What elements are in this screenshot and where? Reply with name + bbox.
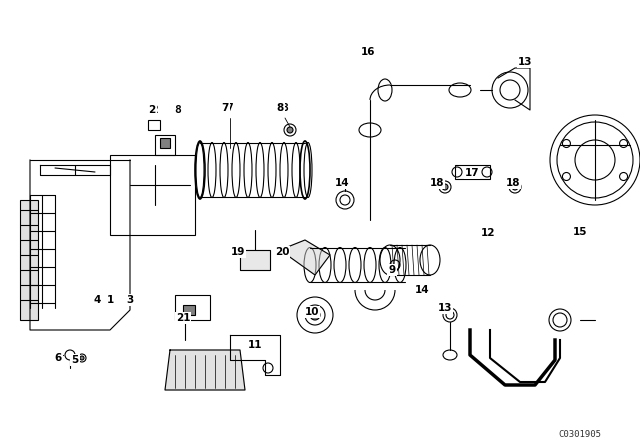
- Text: 3: 3: [126, 295, 134, 305]
- Text: 9: 9: [388, 265, 396, 275]
- Bar: [155, 135, 175, 155]
- Text: 20: 20: [275, 247, 289, 257]
- Bar: [110, 155, 195, 235]
- Circle shape: [287, 127, 293, 133]
- Text: 13: 13: [518, 57, 532, 67]
- Bar: [160, 138, 170, 148]
- Bar: [148, 120, 160, 130]
- Text: 1: 1: [106, 295, 114, 305]
- Text: 2: 2: [148, 105, 156, 115]
- Bar: [20, 200, 38, 320]
- Text: 12: 12: [481, 228, 495, 238]
- Circle shape: [310, 310, 320, 320]
- Polygon shape: [165, 350, 245, 390]
- Text: 7: 7: [221, 103, 228, 113]
- Text: C0301905: C0301905: [559, 430, 602, 439]
- Text: 13: 13: [438, 303, 452, 313]
- Bar: [455, 165, 490, 179]
- Circle shape: [442, 184, 448, 190]
- Text: 8: 8: [276, 103, 284, 113]
- Text: 14: 14: [335, 178, 349, 188]
- Polygon shape: [280, 240, 330, 275]
- Text: 10: 10: [305, 307, 319, 317]
- Bar: [183, 305, 195, 315]
- Text: 2: 2: [152, 105, 158, 115]
- Text: 7: 7: [227, 103, 234, 113]
- Text: 19: 19: [231, 247, 245, 257]
- Text: 8: 8: [282, 103, 289, 113]
- Circle shape: [80, 356, 84, 360]
- Text: 4: 4: [93, 295, 100, 305]
- Bar: [175, 295, 210, 320]
- Text: 18: 18: [506, 178, 520, 188]
- Text: 21: 21: [176, 313, 190, 323]
- Polygon shape: [240, 250, 270, 270]
- Text: 6: 6: [54, 353, 61, 363]
- Text: 17: 17: [465, 168, 479, 178]
- Text: 14: 14: [415, 285, 429, 295]
- Text: 11: 11: [248, 340, 262, 350]
- Text: 8: 8: [175, 105, 181, 115]
- Text: 15: 15: [573, 227, 588, 237]
- Text: 16: 16: [361, 47, 375, 57]
- Text: 5: 5: [72, 355, 79, 365]
- Circle shape: [512, 184, 518, 190]
- Text: 18: 18: [429, 178, 444, 188]
